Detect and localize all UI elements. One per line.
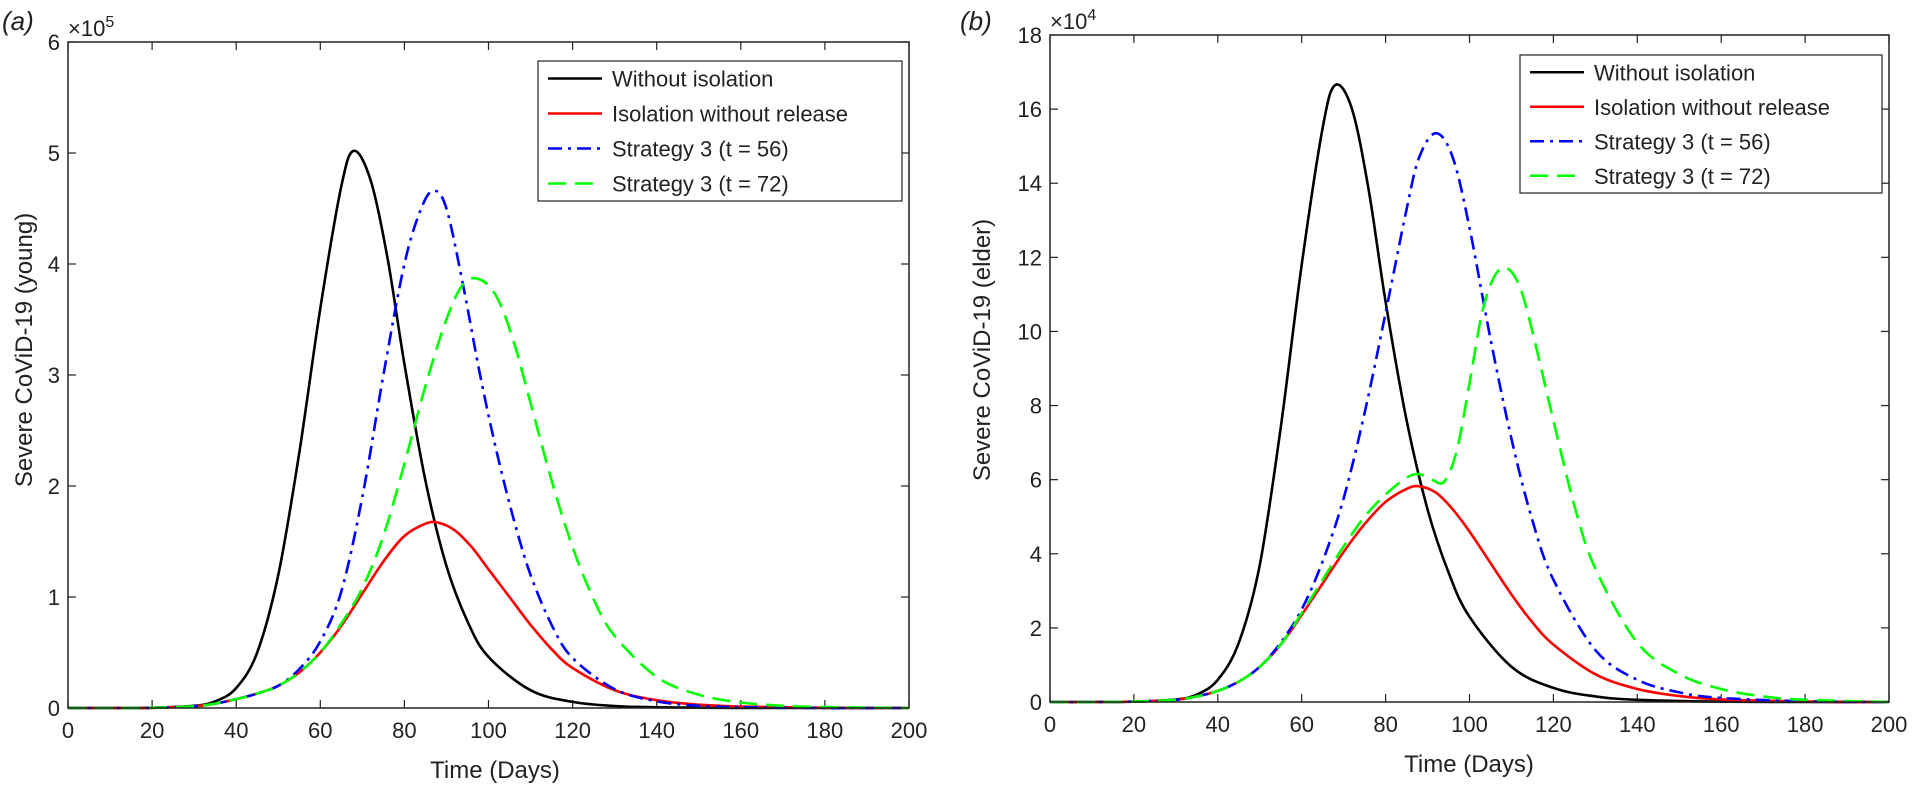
x-tick-label: 80 <box>1373 712 1397 737</box>
x-tick-label: 60 <box>1289 712 1313 737</box>
x-tick-label: 0 <box>62 718 74 743</box>
x-tick-label: 180 <box>807 718 844 743</box>
series-layer <box>67 149 910 710</box>
y-tick-label: 4 <box>48 252 60 277</box>
legend-label: Strategy 3 (t = 56) <box>1594 129 1771 154</box>
y-tick-label: 2 <box>1030 616 1042 641</box>
x-tick-label: 60 <box>308 718 332 743</box>
x-axis-label: Time (Days) <box>1404 751 1534 778</box>
legend-label: Strategy 3 (t = 56) <box>612 137 789 162</box>
y-axis-label: Severe CoViD-19 (elder) <box>969 219 996 481</box>
y-tick-label: 8 <box>1030 394 1042 419</box>
x-axis-label: Time (Days) <box>430 757 560 784</box>
legend-label: Strategy 3 (t = 72) <box>1594 164 1771 189</box>
legend-box <box>537 60 903 202</box>
y-tick-label: 0 <box>48 696 60 721</box>
x-tick-label: 180 <box>1787 712 1824 737</box>
x-tick-label: 140 <box>1619 712 1656 737</box>
y-tick-label: 6 <box>1030 468 1042 493</box>
x-tick-label: 0 <box>1044 712 1056 737</box>
y-tick-label: 2 <box>48 474 60 499</box>
x-tick-label: 40 <box>1206 712 1230 737</box>
series-line-2 <box>67 520 910 710</box>
tick-layer: 0 20 40 60 80 100 120 140 160 180 200 0 1 2 3 4 5 6 <box>48 30 928 743</box>
y-tick-label: 4 <box>1030 542 1042 567</box>
y-axis-label: Severe CoViD-19 (young) <box>11 213 38 487</box>
y-tick-label: 1 <box>48 585 60 610</box>
x-tick-label: 200 <box>891 718 928 743</box>
legend-label: Isolation without release <box>1594 95 1830 120</box>
y-exponent-prefix: ×10 <box>68 16 105 41</box>
y-exponent-note: ×104 <box>1050 7 1096 34</box>
y-tick-label: 16 <box>1018 97 1042 122</box>
x-tick-label: 160 <box>722 718 759 743</box>
x-tick-label: 120 <box>554 718 591 743</box>
x-tick-label: 40 <box>224 718 248 743</box>
series-layer <box>1049 83 1890 704</box>
y-exponent-note: ×105 <box>68 14 114 41</box>
legend-label: Isolation without release <box>612 102 848 127</box>
x-tick-label: 140 <box>638 718 675 743</box>
series-line-1 <box>67 149 909 710</box>
y-tick-label: 5 <box>48 141 60 166</box>
y-tick-label: 12 <box>1018 245 1042 270</box>
legend-box <box>1519 54 1883 194</box>
panel-label: (a) <box>2 6 34 36</box>
legend-label: Without isolation <box>1594 60 1755 85</box>
panel-b: (b) ×104 Time (Days) Severe CoViD-19 (el… <box>960 6 1907 778</box>
y-tick-label: 10 <box>1018 319 1042 344</box>
x-tick-label: 100 <box>470 718 507 743</box>
x-tick-label: 100 <box>1451 712 1488 737</box>
legend: Without isolation Isolation without relea… <box>1519 54 1883 194</box>
y-exponent-power: 5 <box>105 14 114 31</box>
x-tick-label: 20 <box>140 718 164 743</box>
legend-label: Without isolation <box>612 67 773 92</box>
series-line-3 <box>67 189 910 710</box>
series-line-1 <box>1049 83 1890 704</box>
plot-frame <box>67 41 910 709</box>
x-tick-label: 160 <box>1703 712 1740 737</box>
y-exponent-power: 4 <box>1087 7 1096 24</box>
y-tick-label: 6 <box>48 30 60 55</box>
series-line-4 <box>67 276 910 710</box>
series-line-2 <box>1049 484 1890 704</box>
panel-label: (b) <box>960 6 992 36</box>
x-tick-label: 120 <box>1535 712 1572 737</box>
x-tick-label: 20 <box>1122 712 1146 737</box>
panel-a: (a) ×105 Time (Days) Severe CoViD-19 (yo… <box>2 6 927 784</box>
y-tick-label: 3 <box>48 363 60 388</box>
x-tick-label: 80 <box>392 718 416 743</box>
legend: Without isolation Isolation without relea… <box>537 60 903 202</box>
plot-frame <box>1049 34 1890 703</box>
y-tick-label: 18 <box>1018 23 1042 48</box>
y-exponent-prefix: ×10 <box>1050 9 1087 34</box>
series-line-4 <box>1049 266 1890 704</box>
legend-label: Strategy 3 (t = 72) <box>612 172 789 197</box>
y-tick-label: 14 <box>1018 171 1042 196</box>
y-tick-label: 0 <box>1030 690 1042 715</box>
x-tick-label: 200 <box>1871 712 1908 737</box>
